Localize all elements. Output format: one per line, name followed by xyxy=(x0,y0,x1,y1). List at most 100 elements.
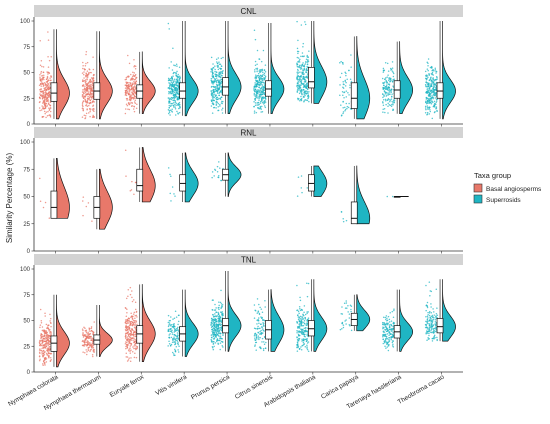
data-point xyxy=(427,76,429,78)
data-point xyxy=(256,95,258,97)
data-point xyxy=(350,66,352,68)
data-point xyxy=(134,352,136,354)
data-point xyxy=(89,102,91,105)
data-point xyxy=(426,332,429,334)
data-point xyxy=(346,107,348,110)
data-point xyxy=(87,84,89,87)
data-point xyxy=(254,95,256,97)
data-point xyxy=(90,98,93,100)
data-point xyxy=(303,311,305,313)
data-point xyxy=(296,330,298,332)
data-point xyxy=(346,78,348,81)
data-point xyxy=(427,58,430,60)
data-point xyxy=(42,100,45,102)
data-point xyxy=(385,330,388,333)
data-point xyxy=(431,96,434,99)
data-point xyxy=(393,309,395,312)
data-point xyxy=(90,88,93,90)
data-point xyxy=(135,107,138,109)
data-point xyxy=(167,321,170,324)
data-point xyxy=(45,78,48,80)
data-point xyxy=(131,180,133,183)
data-point xyxy=(212,340,215,343)
data-point xyxy=(384,333,387,336)
data-point xyxy=(124,149,127,151)
data-point xyxy=(175,316,178,318)
data-point xyxy=(89,336,92,338)
data-point xyxy=(214,78,217,81)
data-point xyxy=(432,74,435,76)
data-point xyxy=(84,96,87,98)
data-point xyxy=(427,338,430,340)
data-point xyxy=(124,326,127,329)
data-point xyxy=(384,78,386,80)
category-label: Theobroma cacao xyxy=(397,373,446,405)
data-point xyxy=(43,353,46,356)
data-point xyxy=(177,96,179,98)
data-point xyxy=(44,89,46,92)
jitter-points xyxy=(39,177,53,219)
data-point xyxy=(212,83,214,85)
data-point xyxy=(387,74,389,76)
data-point xyxy=(93,351,95,354)
data-point xyxy=(296,20,298,23)
data-point xyxy=(434,86,437,89)
data-point xyxy=(46,87,49,90)
data-point xyxy=(430,306,432,308)
data-point xyxy=(218,83,220,86)
data-point xyxy=(211,320,213,322)
data-point xyxy=(50,325,52,328)
data-point xyxy=(135,80,137,82)
data-point xyxy=(426,319,429,321)
data-point xyxy=(430,92,432,95)
data-point xyxy=(40,349,42,352)
data-point xyxy=(220,81,223,83)
data-point xyxy=(128,108,131,111)
data-point xyxy=(133,101,136,103)
data-point xyxy=(82,336,85,338)
data-point xyxy=(40,85,42,87)
data-point xyxy=(436,109,438,112)
data-point xyxy=(167,109,170,111)
data-point xyxy=(169,90,172,93)
data-point xyxy=(304,316,306,319)
data-point xyxy=(434,94,437,97)
data-point xyxy=(218,304,220,307)
data-point xyxy=(342,86,344,89)
data-point xyxy=(40,70,43,73)
data-point xyxy=(89,93,91,96)
data-point xyxy=(46,100,49,102)
data-point xyxy=(131,102,133,104)
data-point xyxy=(126,329,129,331)
data-point xyxy=(44,315,46,317)
data-point xyxy=(262,71,264,74)
data-point xyxy=(47,355,50,357)
data-point xyxy=(89,350,91,353)
data-point xyxy=(221,112,224,114)
data-point xyxy=(221,326,223,329)
data-point xyxy=(43,96,45,98)
data-point xyxy=(302,341,305,344)
data-point xyxy=(391,310,394,313)
data-point xyxy=(85,51,88,53)
data-point xyxy=(211,81,213,83)
data-point xyxy=(303,91,306,94)
data-point xyxy=(425,97,428,99)
data-point xyxy=(304,76,307,78)
data-point xyxy=(297,72,300,74)
y-tick-label: 0 xyxy=(27,122,31,128)
data-point xyxy=(305,71,308,74)
data-point xyxy=(130,312,132,314)
data-point xyxy=(210,77,213,80)
data-point xyxy=(176,65,178,67)
data-point xyxy=(428,74,430,76)
data-point xyxy=(301,76,303,78)
data-point xyxy=(174,340,177,342)
data-point xyxy=(261,96,264,98)
data-point xyxy=(391,81,394,83)
data-point xyxy=(213,91,215,93)
data-point xyxy=(43,337,45,340)
